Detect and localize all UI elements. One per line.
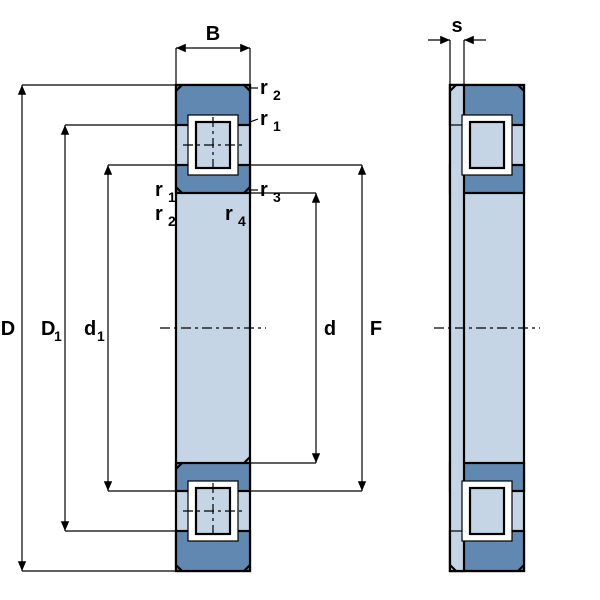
- svg-text:r: r: [260, 108, 268, 130]
- svg-text:1: 1: [168, 189, 176, 205]
- svg-text:r: r: [260, 77, 268, 99]
- svg-text:r: r: [155, 179, 163, 201]
- svg-text:B: B: [206, 23, 220, 45]
- svg-text:3: 3: [273, 189, 281, 205]
- svg-text:F: F: [370, 318, 382, 340]
- svg-text:1: 1: [54, 328, 62, 344]
- svg-text:1: 1: [97, 328, 105, 344]
- svg-text:r: r: [260, 179, 268, 201]
- svg-text:4: 4: [238, 213, 246, 229]
- svg-text:2: 2: [168, 213, 176, 229]
- svg-text:1: 1: [273, 118, 281, 134]
- svg-text:r: r: [155, 203, 163, 225]
- svg-text:D: D: [1, 318, 15, 340]
- svg-text:d: d: [84, 318, 96, 340]
- svg-text:r: r: [225, 203, 233, 225]
- svg-text:2: 2: [273, 87, 281, 103]
- svg-text:s: s: [451, 15, 462, 37]
- svg-text:d: d: [324, 318, 336, 340]
